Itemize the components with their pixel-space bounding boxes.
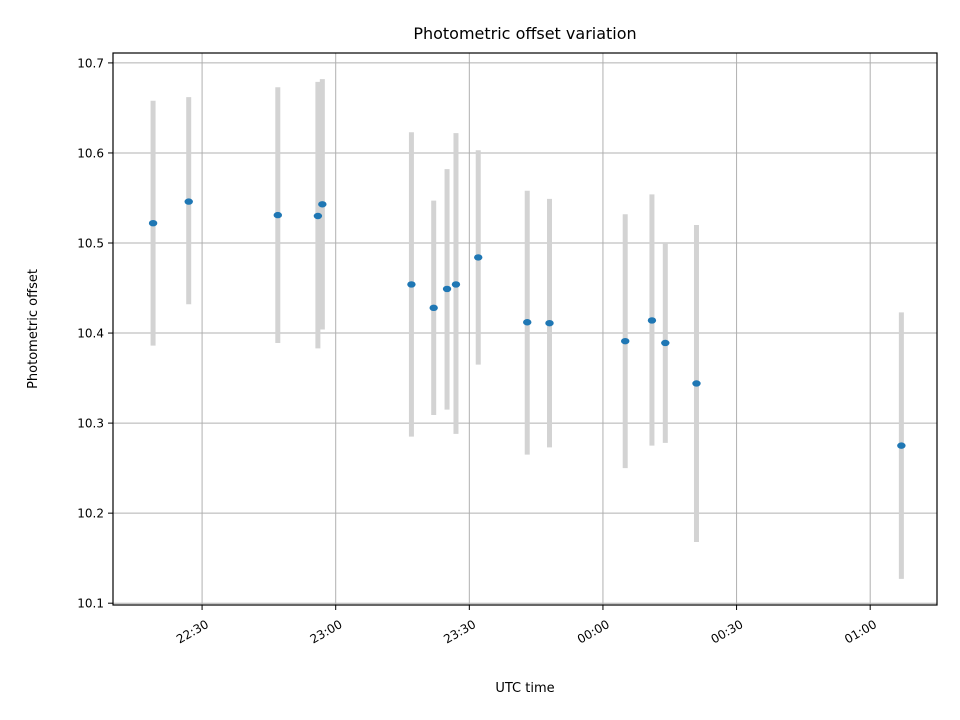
plot-frame (112, 52, 938, 606)
y-tick-label: 10.5 (77, 237, 104, 251)
y-tick-label: 10.2 (77, 507, 104, 521)
data-point (273, 211, 282, 219)
data-point (545, 319, 554, 327)
y-axis: 10.1 10.2 10.3 10.4 10.5 10.6 10.7 (77, 56, 113, 611)
data-point (647, 317, 657, 324)
data-points (148, 198, 906, 449)
data-point (148, 219, 158, 227)
data-point (451, 281, 461, 288)
y-tick-label: 10.7 (77, 56, 104, 70)
data-point (318, 201, 327, 208)
grid (113, 53, 937, 605)
y-tick-label: 10.1 (77, 597, 104, 611)
data-point (661, 339, 670, 347)
y-tick-label: 10.4 (77, 327, 104, 341)
data-point (621, 337, 630, 345)
data-point (897, 442, 906, 449)
y-axis-label: Photometric offset (26, 269, 41, 389)
data-point (442, 285, 452, 293)
data-point (474, 254, 483, 261)
data-point (184, 198, 193, 205)
y-tick-label: 10.3 (77, 417, 104, 431)
data-point (407, 281, 416, 288)
data-point (692, 380, 701, 387)
x-axis-label: UTC time (495, 681, 554, 696)
data-point (429, 304, 438, 312)
y-tick-label: 10.6 (77, 146, 104, 160)
chart-title: Photometric offset variation (413, 24, 636, 43)
data-point (523, 319, 532, 326)
data-point (313, 212, 323, 220)
